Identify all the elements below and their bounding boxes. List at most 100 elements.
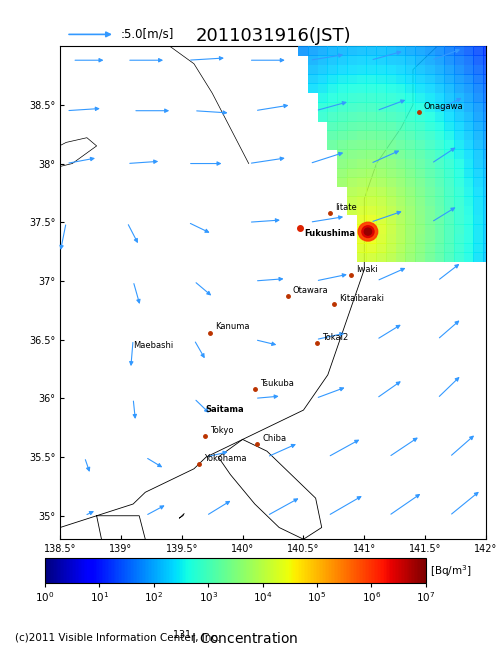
Bar — [347, 84, 357, 94]
Bar — [444, 36, 454, 46]
Bar — [328, 130, 338, 140]
Bar — [386, 111, 396, 121]
Bar — [473, 186, 484, 196]
Bar — [434, 234, 445, 244]
Bar — [366, 252, 377, 262]
Bar — [347, 206, 357, 215]
Bar — [308, 46, 318, 56]
Bar — [483, 168, 493, 178]
Bar — [425, 186, 435, 196]
Bar — [434, 55, 445, 65]
Bar — [328, 55, 338, 65]
Bar — [464, 168, 474, 178]
Bar — [357, 36, 367, 46]
Bar — [415, 65, 425, 74]
Bar — [386, 196, 396, 206]
Bar — [386, 74, 396, 84]
Bar — [464, 46, 474, 56]
Bar — [483, 93, 493, 103]
Bar — [337, 168, 348, 178]
Bar — [396, 224, 406, 234]
Bar — [376, 84, 386, 94]
Text: $^{131}$I Concentration: $^{131}$I Concentration — [172, 628, 299, 647]
Bar — [405, 111, 416, 121]
Bar — [405, 46, 416, 56]
Bar — [396, 234, 406, 244]
Bar — [366, 46, 377, 56]
Bar — [444, 215, 454, 225]
Bar — [405, 102, 416, 112]
Bar — [425, 84, 435, 94]
Bar — [483, 186, 493, 196]
Bar — [347, 168, 357, 178]
Bar — [347, 186, 357, 196]
Bar — [425, 252, 435, 262]
Bar — [386, 84, 396, 94]
Bar — [396, 84, 406, 94]
Bar — [298, 46, 309, 56]
Bar — [405, 93, 416, 103]
Bar — [425, 196, 435, 206]
Bar — [405, 121, 416, 131]
Bar — [337, 84, 348, 94]
Bar — [415, 121, 425, 131]
Bar — [405, 186, 416, 196]
Bar — [357, 102, 367, 112]
Bar — [425, 65, 435, 74]
Bar — [425, 93, 435, 103]
Bar — [483, 215, 493, 225]
Bar — [483, 84, 493, 94]
Bar — [434, 252, 445, 262]
Bar — [415, 215, 425, 225]
Bar — [454, 177, 464, 187]
Bar — [415, 224, 425, 234]
Bar — [454, 102, 464, 112]
Bar — [405, 130, 416, 140]
Bar — [473, 55, 484, 65]
Bar — [434, 65, 445, 74]
Bar — [376, 102, 386, 112]
Bar — [337, 55, 348, 65]
Bar — [396, 93, 406, 103]
Bar — [396, 168, 406, 178]
Bar — [357, 84, 367, 94]
Bar — [483, 55, 493, 65]
Bar — [444, 186, 454, 196]
Bar — [396, 243, 406, 253]
Bar — [386, 177, 396, 187]
Bar — [444, 159, 454, 169]
Bar — [366, 121, 377, 131]
Bar — [464, 55, 474, 65]
Bar — [396, 74, 406, 84]
Bar — [473, 224, 484, 234]
Bar — [366, 84, 377, 94]
Text: Iitate: Iitate — [335, 203, 357, 212]
Bar — [366, 224, 377, 234]
Text: Maebashi: Maebashi — [133, 341, 173, 350]
Bar — [396, 159, 406, 169]
Bar — [454, 121, 464, 131]
Bar — [405, 168, 416, 178]
Bar — [405, 252, 416, 262]
Bar — [396, 102, 406, 112]
Bar — [396, 46, 406, 56]
Bar — [386, 186, 396, 196]
Bar — [444, 102, 454, 112]
Bar — [473, 65, 484, 74]
Bar — [454, 46, 464, 56]
Bar — [376, 206, 386, 215]
Bar — [405, 36, 416, 46]
Bar — [337, 46, 348, 56]
Bar — [337, 159, 348, 169]
Circle shape — [362, 226, 374, 237]
Bar — [473, 36, 484, 46]
Bar — [396, 140, 406, 150]
Bar — [366, 102, 377, 112]
Bar — [376, 168, 386, 178]
Bar — [483, 243, 493, 253]
Bar — [473, 74, 484, 84]
Bar — [376, 36, 386, 46]
Bar — [347, 74, 357, 84]
Bar — [318, 46, 328, 56]
Bar — [444, 74, 454, 84]
